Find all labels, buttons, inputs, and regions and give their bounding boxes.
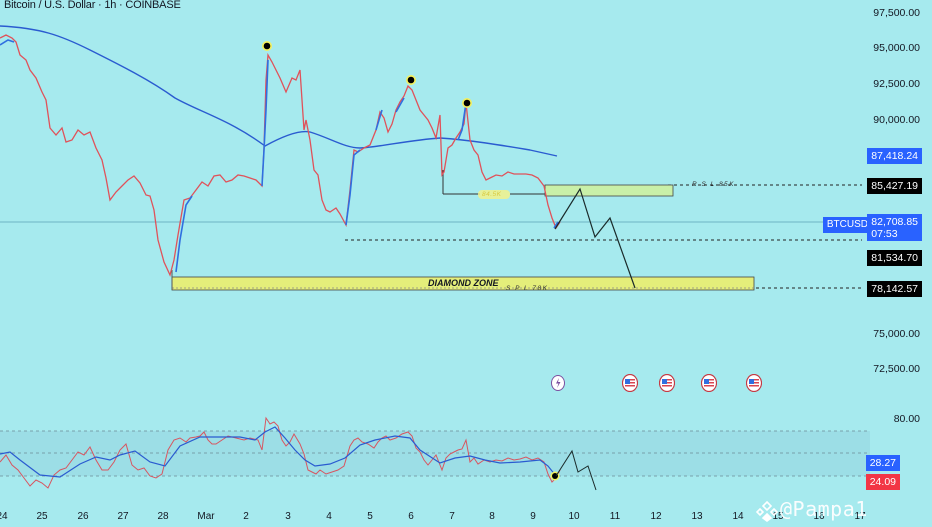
time-tick: 14 [732, 511, 744, 522]
time-tick: 28 [157, 511, 169, 522]
price-tick: 92,500.00 [873, 78, 920, 90]
support-price-tag: 81,534.70 [867, 250, 922, 266]
time-tick: 4 [326, 511, 332, 522]
us-flag-event-icon[interactable] [621, 373, 639, 393]
peak-markers [262, 41, 472, 108]
small-price-tag [478, 190, 510, 199]
rsl-label: R S L 85K [692, 181, 736, 188]
last-price-value: 82,708.85 [871, 216, 918, 228]
bar-countdown: 07:53 [871, 228, 898, 240]
time-tick: 2 [243, 511, 249, 522]
price-tick: 97,500.00 [873, 7, 920, 19]
time-tick: 10 [568, 511, 580, 522]
time-tick: 3 [285, 511, 291, 522]
time-tick: 17 [854, 511, 866, 522]
diamond-zone-label: DIAMOND ZONE [428, 278, 499, 288]
time-tick: 16 [813, 511, 825, 522]
time-tick: 12 [650, 511, 662, 522]
lightning-event-icon[interactable] [551, 375, 565, 391]
diamond-price-tag: 78,142.57 [867, 281, 922, 297]
time-tick: Mar [197, 511, 215, 522]
projection-path[interactable] [554, 187, 636, 289]
author-watermark: @Pampa1 [780, 497, 868, 521]
time-tick: 8 [489, 511, 495, 522]
time-tick: 11 [609, 511, 621, 522]
time-tick: 7 [449, 511, 455, 522]
binance-logo-icon [755, 500, 779, 527]
price-tick: 95,000.00 [873, 42, 920, 54]
time-tick: 27 [117, 511, 129, 522]
us-flag-event-icon[interactable] [658, 373, 676, 393]
us-flag-event-icon[interactable] [745, 373, 763, 393]
time-tick: 5 [367, 511, 373, 522]
time-tick: 25 [36, 511, 48, 522]
price-tick: 90,000.00 [873, 114, 920, 126]
price-candles [0, 34, 561, 277]
time-tick: 24 [0, 511, 8, 522]
rsi-tick: 80.00 [893, 413, 920, 425]
rsi-band [0, 431, 870, 476]
moving-average-line [0, 25, 558, 157]
time-tick: 15 [772, 511, 784, 522]
rsl-price-tag: 85,427.19 [867, 178, 922, 194]
rsi-ma-line [0, 426, 557, 478]
us-flag-event-icon[interactable] [700, 373, 718, 393]
time-tick: 6 [408, 511, 414, 522]
ma-price-tag: 87,418.24 [867, 148, 922, 164]
price-tick: 75,000.00 [873, 328, 920, 340]
symbol-tag: BTCUSD [822, 217, 872, 233]
time-tick: 26 [77, 511, 89, 522]
small-tag-label: 84.5K [482, 191, 502, 198]
last-price-tag: 82,708.85 07:53 [867, 214, 922, 241]
time-tick: 9 [530, 511, 536, 522]
rsi-projection[interactable] [555, 449, 597, 491]
rsi-line [0, 416, 561, 489]
rsi-value-tag: 24.09 [865, 474, 900, 490]
price-tick: 72,500.00 [873, 363, 920, 375]
rsi-ma-tag: 28.27 [865, 455, 900, 471]
spl-label: S P L 78K [506, 285, 549, 292]
chart-title: Bitcoin / U.S. Dollar · 1h · COINBASE [4, 0, 181, 11]
time-tick: 13 [691, 511, 703, 522]
rsl-zone[interactable] [544, 184, 674, 197]
